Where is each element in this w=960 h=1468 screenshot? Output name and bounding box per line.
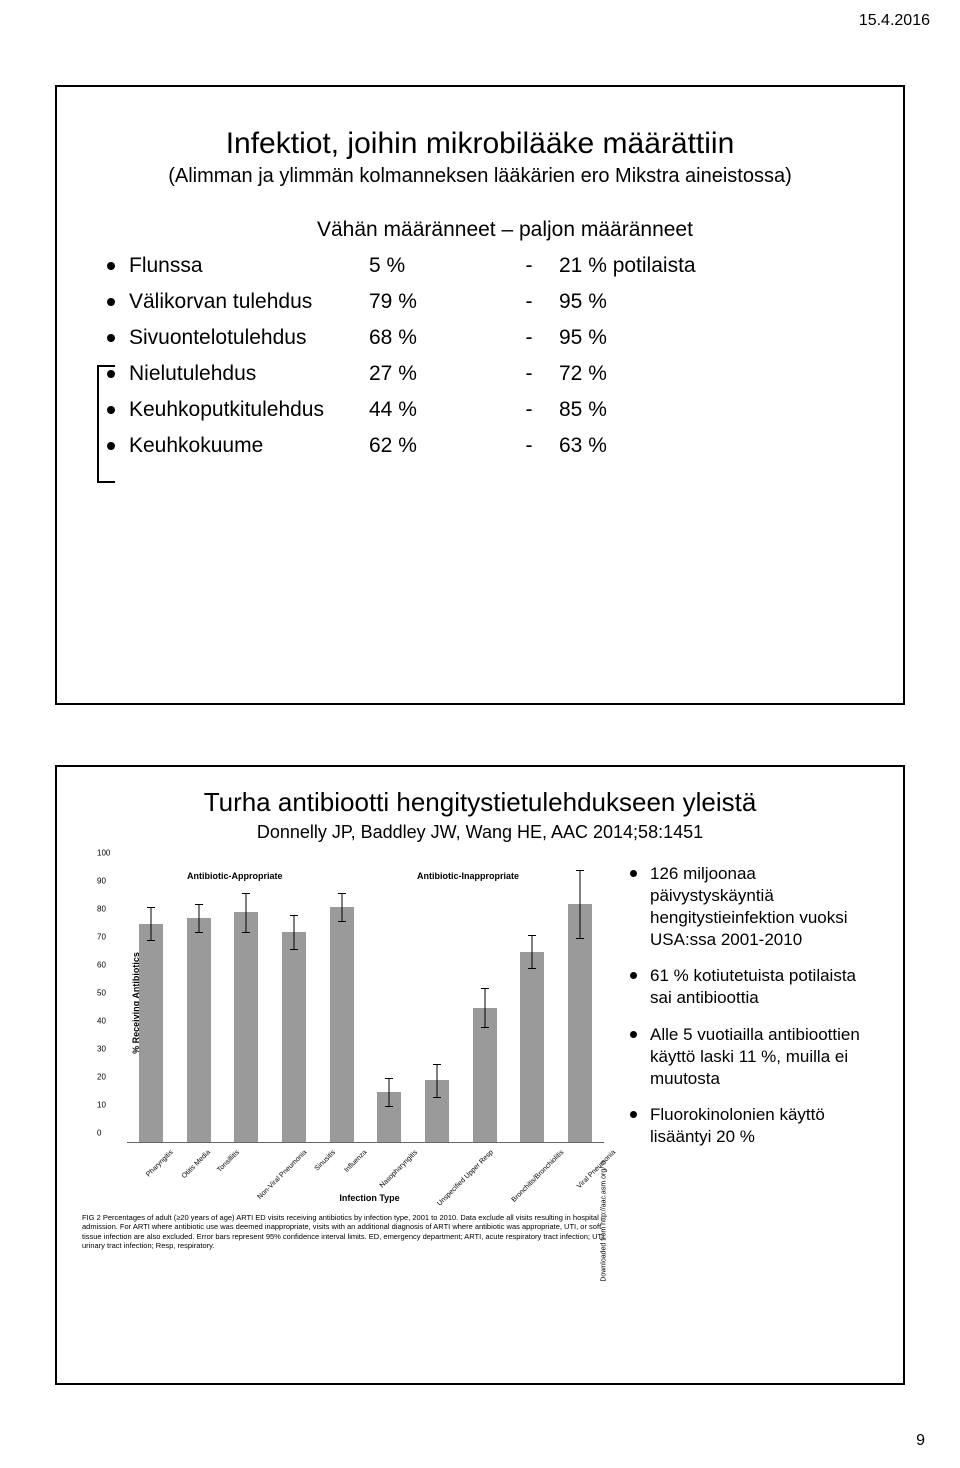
chart-bar [415,1080,459,1142]
chart-bar [463,1008,507,1142]
chart-ytick: 90 [97,877,106,886]
page-date: 15.4.2016 [859,12,930,30]
row-high: 95 % [559,326,739,350]
chart-ytick: 0 [97,1129,101,1138]
chart-bar [320,907,364,1142]
table-row: Flunssa5 %-21 % potilaista [107,254,853,278]
slide1-column-header: Vähän määränneet – paljon määränneet [317,218,853,242]
bullet-icon [107,262,115,270]
row-high: 72 % [559,362,739,386]
table-row: Välikorvan tulehdus79 %-95 % [107,290,853,314]
row-label: Sivuontelotulehdus [129,326,369,350]
chart-ytick: 80 [97,905,106,914]
row-low: 44 % [369,398,499,422]
row-low: 27 % [369,362,499,386]
chart-ytick: 100 [97,849,110,858]
slide-2: Turha antibiootti hengitystietulehduksee… [55,765,905,1385]
row-high: 95 % [559,290,739,314]
slide1-subtitle: (Alimman ja ylimmän kolmanneksen lääkäri… [107,165,853,188]
table-row: Nielutulehdus27 %-72 % [107,362,853,386]
row-dash: - [499,290,559,314]
row-label: Välikorvan tulehdus [129,290,369,314]
page-number: 9 [916,1432,925,1450]
slide-1: Infektiot, joihin mikrobilääke määrättii… [55,85,905,705]
chart-bar [272,932,316,1142]
chart-ytick: 70 [97,933,106,942]
chart-bar [224,912,268,1142]
chart-bar [511,952,555,1142]
row-high: 63 % [559,434,739,458]
chart-ytick: 50 [97,989,106,998]
table-row: Sivuontelotulehdus68 %-95 % [107,326,853,350]
bullet-icon [107,334,115,342]
row-dash: - [499,362,559,386]
slide2-chart: % Receiving Antibiotics Antibiotic-Appro… [82,863,612,1251]
row-dash: - [499,434,559,458]
slide1-table: Flunssa5 %-21 % potilaistaVälikorvan tul… [107,254,853,458]
slide2-bullet-list: 126 miljoonaa päivystyskäyntiä hengityst… [630,863,878,1148]
row-low: 79 % [369,290,499,314]
bullet-icon [107,298,115,306]
row-label: Keuhkokuume [129,434,369,458]
chart-ytick: 10 [97,1101,106,1110]
table-row: Keuhkokuume62 %-63 % [107,434,853,458]
row-label: Nielutulehdus [129,362,369,386]
chart-download-note: Downloaded from http://aac.asm.org/ o [601,1161,608,1282]
row-low: 5 % [369,254,499,278]
chart-bar [177,918,221,1142]
list-item: 126 miljoonaa päivystyskäyntiä hengityst… [630,863,878,951]
row-dash: - [499,398,559,422]
chart-ytick: 40 [97,1017,106,1026]
row-label: Keuhkoputkitulehdus [129,398,369,422]
row-dash: - [499,254,559,278]
row-high: 21 % potilaista [559,254,739,278]
chart-bar [129,924,173,1142]
table-row: Keuhkoputkitulehdus44 %-85 % [107,398,853,422]
chart-ytick: 30 [97,1045,106,1054]
list-item: Fluorokinolonien käyttö lisääntyi 20 % [630,1104,878,1148]
list-item: 61 % kotiutetuista potilaista sai antibi… [630,965,878,1009]
chart-bar [558,904,602,1142]
bracket-icon [97,365,115,483]
list-item: Alle 5 vuotiailla antibioottien käyttö l… [630,1024,878,1090]
slide2-subtitle: Donnelly JP, Baddley JW, Wang HE, AAC 20… [57,822,903,843]
slide1-title: Infektiot, joihin mikrobilääke määrättii… [107,127,853,161]
chart-bar [368,1092,412,1142]
row-high: 85 % [559,398,739,422]
chart-ytick: 20 [97,1073,106,1082]
slide2-title: Turha antibiootti hengitystietulehduksee… [57,787,903,818]
chart-ytick: 60 [97,961,106,970]
row-dash: - [499,326,559,350]
row-low: 62 % [369,434,499,458]
row-label: Flunssa [129,254,369,278]
row-low: 68 % [369,326,499,350]
